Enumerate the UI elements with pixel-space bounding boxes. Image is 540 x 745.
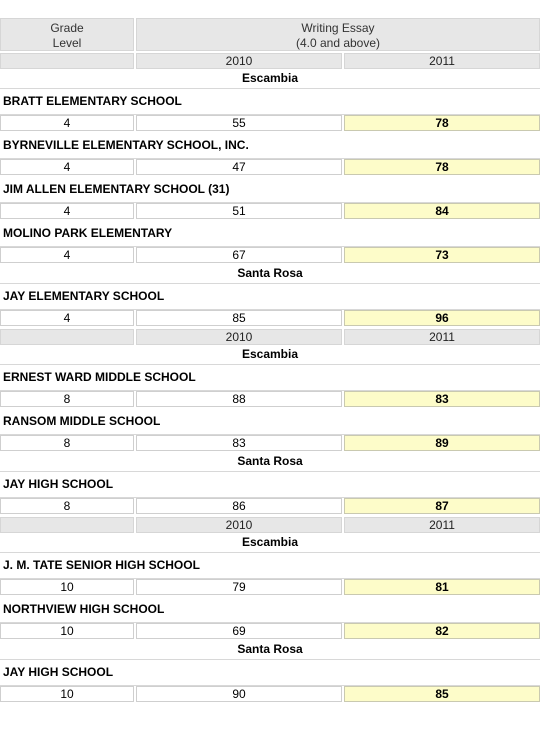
district-label: Escambia [0,70,540,89]
school-name: ERNEST WARD MIDDLE SCHOOL [3,370,196,384]
value-2011-cell: 84 [344,203,540,219]
value-2010-cell: 83 [136,435,342,451]
value-2010-cell: 51 [136,203,342,219]
value-2010-cell: 85 [136,310,342,326]
school-name-row [0,365,540,391]
value-2010-cell: 88 [136,391,342,407]
value-2011-cell: 78 [344,159,540,175]
value-2011-cell: 83 [344,391,540,407]
grade-level-cell: 4 [0,115,134,131]
grade-level-cell: 4 [0,310,134,326]
year-2010-header: 2010 [136,53,342,69]
district-label: Santa Rosa [0,265,540,284]
school-name-row [0,177,540,203]
value-2010-cell: 47 [136,159,342,175]
school-name: NORTHVIEW HIGH SCHOOL [3,602,165,616]
grade-level-cell: 8 [0,498,134,514]
value-2011-cell: 85 [344,686,540,702]
school-name: BYRNEVILLE ELEMENTARY SCHOOL, INC. [3,138,249,152]
year-2011-header: 2011 [344,329,540,345]
value-2010-cell: 90 [136,686,342,702]
school-name-row [0,553,540,579]
school-name-row [0,133,540,159]
school-name: JIM ALLEN ELEMENTARY SCHOOL (31) [3,182,230,196]
value-2011-cell: 96 [344,310,540,326]
value-2011-cell: 87 [344,498,540,514]
grade-level-cell: 10 [0,686,134,702]
value-2011-cell: 81 [344,579,540,595]
writing-essay-header: Writing Essay (4.0 and above) [136,18,540,51]
value-2011-cell: 89 [344,435,540,451]
grade-level-cell: 4 [0,203,134,219]
school-name-row [0,284,540,310]
year-2011-header: 2011 [344,517,540,533]
district-label: Escambia [0,534,540,553]
grade-level-header-line1: Grade [50,21,84,35]
year-2010-header: 2010 [136,329,342,345]
district-label: Santa Rosa [0,641,540,660]
school-name: J. M. TATE SENIOR HIGH SCHOOL [3,558,200,572]
grade-level-header: Grade Level [0,18,134,51]
value-2011-cell: 82 [344,623,540,639]
school-name-row [0,221,540,247]
school-name-row [0,89,540,115]
district-label: Escambia [0,346,540,365]
school-name: JAY ELEMENTARY SCHOOL [3,289,165,303]
school-name-row [0,472,540,498]
value-2011-cell: 78 [344,115,540,131]
value-2010-cell: 67 [136,247,342,263]
school-name-row [0,409,540,435]
school-name-row [0,597,540,623]
year-row-blank [0,53,134,69]
grade-level-header-line2: Level [52,36,82,50]
grade-level-cell: 8 [0,435,134,451]
year-row-blank [0,517,134,533]
grade-level-cell: 4 [0,247,134,263]
school-name: JAY HIGH SCHOOL [3,477,114,491]
writing-essay-header-line2: (4.0 and above) [295,36,381,50]
value-2010-cell: 79 [136,579,342,595]
district-label: Santa Rosa [0,453,540,472]
grade-level-cell: 4 [0,159,134,175]
value-2010-cell: 69 [136,623,342,639]
year-2010-header: 2010 [136,517,342,533]
grade-level-cell: 10 [0,579,134,595]
year-2011-header: 2011 [344,53,540,69]
value-2011-cell: 73 [344,247,540,263]
writing-essay-header-line1: Writing Essay [301,21,375,35]
school-name-row [0,660,540,686]
grade-level-cell: 8 [0,391,134,407]
year-row-blank [0,329,134,345]
grade-level-cell: 10 [0,623,134,639]
school-name: RANSOM MIDDLE SCHOOL [3,414,161,428]
value-2010-cell: 86 [136,498,342,514]
value-2010-cell: 55 [136,115,342,131]
school-name: JAY HIGH SCHOOL [3,665,114,679]
school-name: MOLINO PARK ELEMENTARY [3,226,173,240]
school-name: BRATT ELEMENTARY SCHOOL [3,94,182,108]
